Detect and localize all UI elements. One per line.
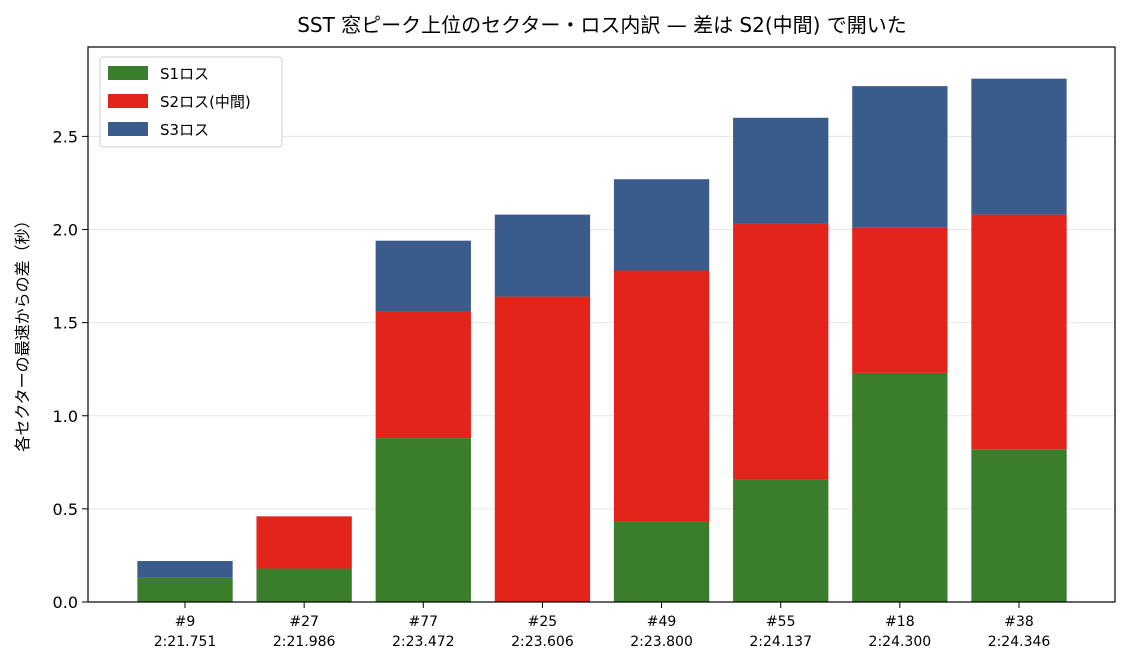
bar-s2-car38 [971,214,1067,450]
legend-swatch-s2 [108,94,148,108]
x-tick-time: 2:23.606 [511,634,574,650]
plot-frame [87,46,1116,603]
legend-label-s3: S3ロス [160,121,209,139]
x-tick-car: #55 [766,614,796,630]
x-tick-car: #77 [409,614,439,630]
bar-s1-car49 [613,521,710,602]
bar-s3-car55 [733,117,829,224]
bar-s1-car9 [137,577,233,602]
bar-s2-car49 [613,270,710,522]
x-tick-car: #27 [289,614,319,630]
bar-s1-car55 [733,479,829,602]
bar-s3-car77 [375,240,471,312]
y-tick-label: 2.5 [53,127,78,146]
bars [137,78,1067,602]
bar-s1-car77 [375,438,471,602]
y-tick-label: 1.5 [53,314,78,333]
bar-s2-car18 [852,227,948,373]
bar-s2-car55 [733,223,829,480]
y-tick-label: 0.5 [53,500,78,519]
bar-s1-car18 [852,372,948,602]
bar-s2-car27 [256,516,352,569]
x-tick-car: #25 [528,614,558,630]
bar-s3-car18 [852,86,948,228]
legend: S1ロス S2ロス(中間) S3ロス [99,56,283,148]
grid-lines [88,135,1115,510]
x-tick-time: 2:24.137 [749,634,812,650]
bar-s1-car38 [971,449,1067,602]
y-axis: 0.0 0.5 1.0 1.5 2.0 2.5 [53,127,88,612]
x-tick-time: 2:24.346 [988,634,1051,650]
bar-s3-car49 [613,179,710,271]
x-tick-time: 2:21.751 [154,634,217,650]
x-tick-car: #38 [1004,614,1034,630]
legend-swatch-s1 [108,66,148,80]
legend-label-s2: S2ロス(中間) [160,93,251,111]
x-tick-car: #18 [885,614,915,630]
legend-swatch-s3 [108,122,148,136]
x-tick-time: 2:23.800 [630,634,693,650]
bar-s2-car25 [494,296,591,602]
x-axis: #9 2:21.751 #27 2:21.986 #77 2:23.472 #25 2:23.… [154,602,1051,650]
bar-s3-car25 [494,214,591,297]
x-tick-car: #49 [647,614,677,630]
x-tick-time: 2:23.472 [392,634,455,650]
bar-s3-car9 [137,561,233,578]
y-axis-label: 各セクターの最速からの差（秒） [13,212,32,451]
chart-title: SST 窓ピーク上位のセクター・ロス内訳 — 差は S2(中間) で開いた [297,13,907,37]
y-tick-label: 0.0 [53,593,78,612]
bar-s3-car38 [971,78,1067,215]
bar-s2-car77 [375,311,471,439]
y-tick-label: 2.0 [53,221,78,240]
x-tick-time: 2:21.986 [273,634,336,650]
x-tick-time: 2:24.300 [869,634,932,650]
legend-label-s1: S1ロス [160,65,209,83]
x-tick-car: #9 [175,614,196,630]
bar-s1-car27 [256,568,352,602]
y-tick-label: 1.0 [53,407,78,426]
